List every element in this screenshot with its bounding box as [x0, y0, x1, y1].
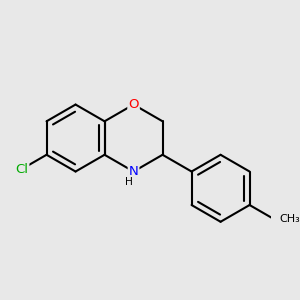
Text: H: H	[125, 177, 133, 187]
Text: N: N	[129, 165, 138, 178]
Text: CH₃: CH₃	[279, 214, 300, 224]
Text: O: O	[128, 98, 139, 111]
Text: Cl: Cl	[15, 163, 28, 176]
